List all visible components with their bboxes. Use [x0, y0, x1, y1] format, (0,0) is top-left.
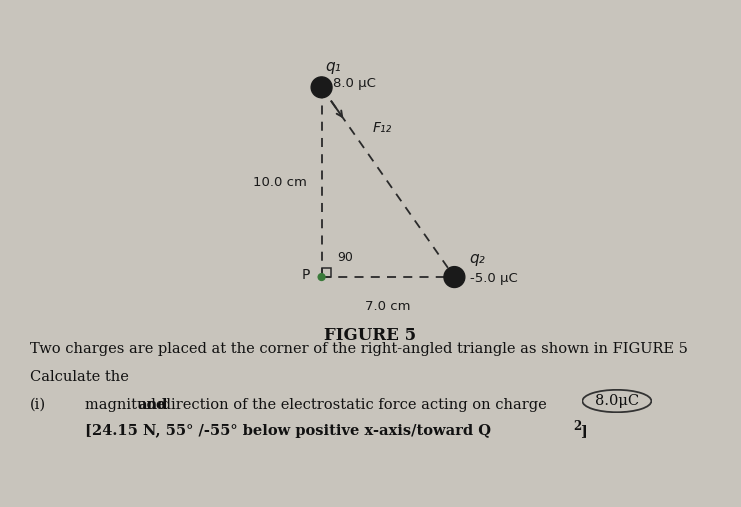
- Text: 90: 90: [336, 251, 353, 264]
- Text: ]: ]: [580, 424, 587, 439]
- Text: (i): (i): [30, 398, 46, 412]
- Text: FIGURE 5: FIGURE 5: [325, 327, 416, 344]
- Text: q₁: q₁: [325, 59, 341, 74]
- Circle shape: [318, 274, 325, 280]
- Text: 8.0 μC: 8.0 μC: [333, 77, 376, 90]
- Text: F₁₂: F₁₂: [373, 121, 392, 135]
- Text: q₂: q₂: [470, 250, 485, 266]
- Text: Two charges are placed at the corner of the right-angled triangle as shown in FI: Two charges are placed at the corner of …: [30, 342, 688, 356]
- Text: [24.15 N, 55° /-55° below positive x-axis/toward Q: [24.15 N, 55° /-55° below positive x-axi…: [85, 424, 491, 439]
- Text: P: P: [302, 268, 310, 282]
- Text: Calculate the: Calculate the: [30, 370, 128, 384]
- Text: magnitude: magnitude: [85, 398, 170, 412]
- Text: direction of the electrostatic force acting on charge: direction of the electrostatic force act…: [157, 398, 551, 412]
- Text: and: and: [137, 398, 167, 412]
- Circle shape: [311, 77, 332, 98]
- Text: 10.0 cm: 10.0 cm: [253, 176, 307, 189]
- Text: 8.0μC: 8.0μC: [595, 394, 639, 408]
- Text: 7.0 cm: 7.0 cm: [365, 300, 411, 313]
- Text: -5.0 μC: -5.0 μC: [470, 272, 517, 285]
- Text: 2: 2: [573, 420, 581, 433]
- Circle shape: [444, 267, 465, 287]
